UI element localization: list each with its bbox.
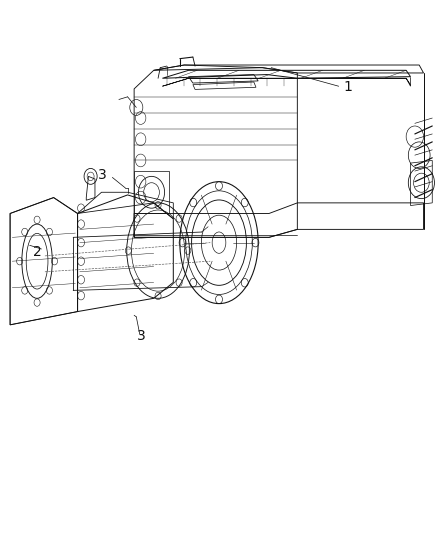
Text: 1: 1 (343, 80, 352, 94)
Text: 3: 3 (137, 329, 146, 343)
Text: 3: 3 (98, 168, 107, 182)
Text: 2: 2 (33, 245, 42, 259)
